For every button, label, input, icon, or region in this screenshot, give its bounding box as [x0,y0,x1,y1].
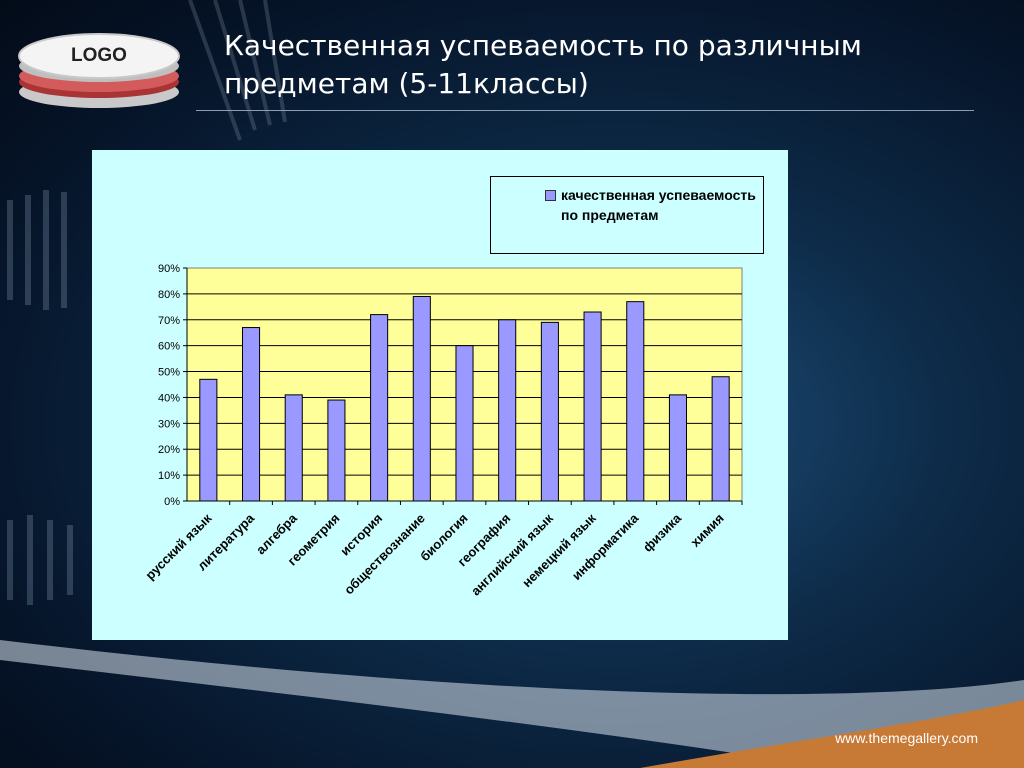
legend-swatch [545,190,556,201]
x-tick-label: немецкий язык [519,510,599,590]
bar [626,301,645,502]
bar-chart: 0%10%20%30%40%50%60%70%80%90%русский язы… [142,263,743,598]
y-tick-label: 40% [158,392,180,404]
title-divider [196,110,974,111]
chart-legend: качественная успеваемость по предметам [490,176,764,254]
footer-url: www.themegallery.com [835,730,978,746]
y-tick-label: 90% [158,263,180,275]
bar [540,321,559,502]
bar [284,394,303,502]
y-tick-label: 70% [158,315,180,327]
bar [242,327,261,502]
bar [199,378,218,502]
bar [498,319,517,502]
x-tick-label: обществознание [341,511,428,598]
x-tick-label: физика [640,510,685,555]
x-tick-label: химия [688,511,727,550]
y-tick-label: 50% [158,367,180,379]
logo-disc-stack [18,33,180,108]
bar [370,314,389,502]
logo: LOGO [18,32,180,112]
y-tick-label: 10% [158,470,180,482]
bar [668,394,688,502]
bar [711,376,730,502]
bar [455,345,474,502]
footer-band [640,700,1024,768]
chart-panel: 0% 10% 20% 30% 40% 50% 60% 70% 80% 90% русский язы… [92,150,788,640]
y-tick-label: 30% [158,418,180,430]
legend-label: качественная успеваемость по предметам [561,187,756,223]
bar [412,295,431,502]
bar [327,399,346,502]
y-tick-label: 0% [164,496,180,508]
bar [583,311,602,502]
logo-text: LOGO [71,45,127,66]
y-tick-label: 20% [158,444,180,456]
slide-title: Качественная успеваемость по различным п… [224,29,862,100]
y-tick-label: 80% [158,289,180,301]
y-tick-label: 60% [158,341,180,353]
